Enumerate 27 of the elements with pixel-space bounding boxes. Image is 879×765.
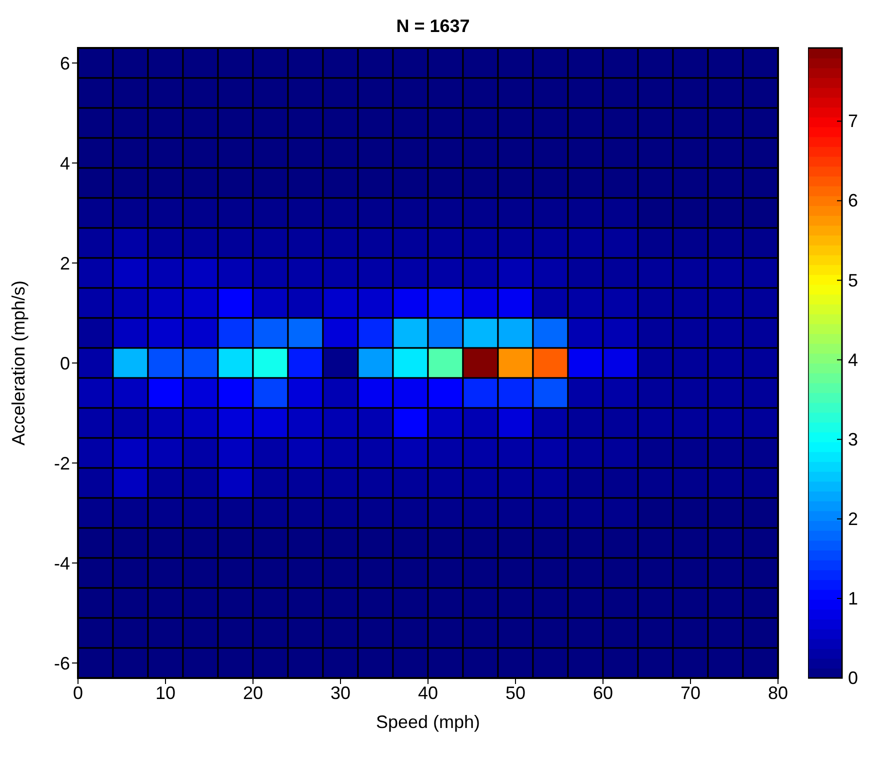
color-bar-label: 4: [848, 350, 858, 370]
y-axis-title: Acceleration (mph/s): [8, 280, 28, 446]
x-tick-label: 70: [680, 682, 701, 703]
y-tick-label: -4: [54, 553, 70, 574]
x-tick-label: 40: [418, 682, 438, 703]
x-tick-label: 10: [155, 682, 176, 703]
y-tick-label: -2: [54, 453, 70, 474]
color-bar-label: 3: [848, 429, 858, 450]
chart-title: N = 1637: [395, 16, 471, 37]
x-tick-label: 0: [72, 682, 84, 703]
y-tick-label: 4: [60, 153, 70, 174]
y-tick-label: 6: [60, 53, 70, 74]
color-bar-label: 5: [848, 270, 858, 290]
x-axis-title: Speed (mph): [376, 712, 480, 732]
x-tick-label: 20: [242, 682, 264, 703]
x-tick-label: 50: [505, 682, 526, 703]
color-bar-label: 7: [848, 111, 858, 132]
x-tick-label: 30: [330, 682, 351, 703]
y-tick-label: 2: [60, 253, 70, 274]
color-bar-label: 2: [848, 508, 858, 529]
x-tick-label: 80: [768, 682, 788, 703]
y-tick-label: 0: [60, 353, 70, 374]
x-tick-label: 60: [592, 682, 614, 703]
y-tick-label: -6: [54, 653, 70, 674]
color-bar-label: 0: [848, 668, 858, 688]
color-bar-label: 6: [848, 190, 858, 211]
color-bar-label: 1: [848, 588, 858, 608]
